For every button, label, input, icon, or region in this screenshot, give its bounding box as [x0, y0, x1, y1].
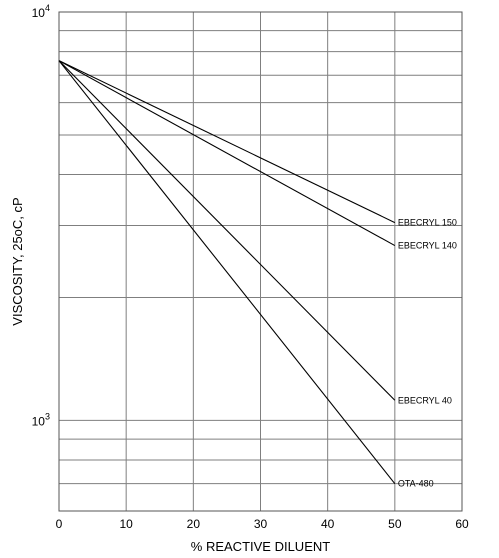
x-tick-label: 40 [321, 517, 335, 531]
plot-frame [58, 11, 463, 512]
x-tick-label: 60 [455, 517, 469, 531]
series-line [58, 60, 396, 485]
series-labels: EBECRYL 150 EBECRYL 140 EBECRYL 40 OTA-480 [398, 218, 457, 489]
grid-layer [58, 11, 463, 511]
y-tick-label: 104 [32, 3, 50, 20]
x-tick-label: 50 [388, 517, 402, 531]
x-axis-label: % REACTIVE DILUENT [191, 539, 330, 554]
series-label: EBECRYL 150 [398, 218, 457, 228]
x-tick-label: 20 [187, 517, 201, 531]
series-label: OTA-480 [398, 479, 434, 489]
x-tick-label: 0 [56, 517, 63, 531]
series-label: EBECRYL 140 [398, 241, 457, 251]
series-line [58, 60, 396, 224]
y-tick-label: 103 [32, 411, 50, 428]
x-tick-labels: 0 10 20 30 40 50 60 [56, 517, 469, 531]
series-line [58, 60, 396, 247]
y-axis-label: VISCOSITY, 25oC, cP [10, 197, 25, 325]
series-lines [58, 60, 396, 485]
series-label: EBECRYL 40 [398, 395, 452, 405]
y-tick-labels: 104 103 [32, 3, 50, 428]
x-tick-label: 10 [119, 517, 133, 531]
series-line [58, 60, 396, 401]
x-tick-label: 30 [254, 517, 268, 531]
